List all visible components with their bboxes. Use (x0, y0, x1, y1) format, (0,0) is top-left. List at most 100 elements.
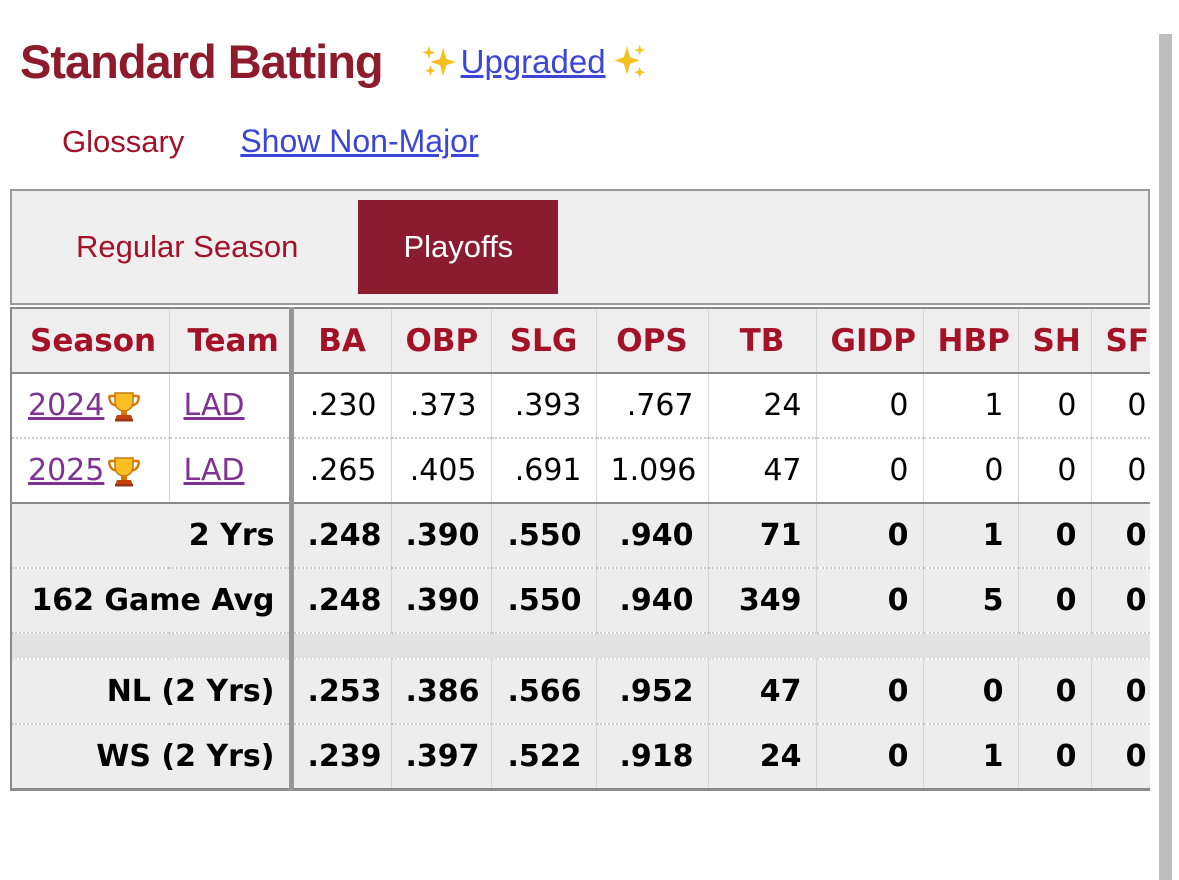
tab-playoffs[interactable]: Playoffs (358, 200, 559, 294)
hbp-cell: 0 (923, 437, 1019, 503)
sh-cell: 0 (1018, 723, 1092, 789)
tb-cell: 24 (708, 723, 817, 789)
slg-cell: .550 (491, 502, 597, 568)
tb-cell: 349 (708, 567, 817, 633)
ba-cell: .265 (291, 437, 392, 503)
ops-cell: 1.096 (596, 437, 709, 503)
col-header-season[interactable]: Season (11, 308, 170, 374)
ba-cell: .248 (291, 567, 392, 633)
hbp-cell: 1 (923, 723, 1019, 789)
page-header: Standard Batting Upgraded (20, 34, 1179, 89)
ops-cell: .940 (596, 567, 709, 633)
row-label: 2 Yrs (11, 502, 294, 568)
slg-cell: .522 (491, 723, 597, 789)
table-row-nl-split: NL (2 Yrs) .253 .386 .566 .952 47 0 0 0 … (11, 658, 1150, 724)
obp-cell: .405 (391, 437, 492, 503)
obp-cell: .386 (391, 658, 492, 724)
sf-cell: 0 (1091, 658, 1150, 724)
table-row-2025: 2025 LAD .265 .405 .691 1.096 47 (11, 437, 1150, 503)
obp-cell: .390 (391, 502, 492, 568)
gidp-cell: 0 (816, 373, 924, 438)
gidp-cell: 0 (816, 502, 924, 568)
table-header-row: Season Team BA OBP SLG OPS TB GIDP HBP S… (11, 308, 1150, 374)
table-row-ws-split: WS (2 Yrs) .239 .397 .522 .918 24 0 1 0 … (11, 723, 1150, 789)
row-label: WS (2 Yrs) (11, 723, 294, 789)
season-link[interactable]: 2025 (28, 453, 105, 488)
team-cell: LAD (169, 437, 294, 503)
sparkles-icon (421, 45, 456, 76)
glossary-label[interactable]: Glossary (62, 124, 185, 159)
upgraded-badge: Upgraded (421, 43, 646, 81)
ops-cell: .952 (596, 658, 709, 724)
col-header-sf[interactable]: SF (1091, 308, 1150, 374)
season-cell: 2024 (11, 373, 170, 438)
sh-cell: 0 (1018, 437, 1092, 503)
row-label: 162 Game Avg (11, 567, 294, 633)
tb-cell: 71 (708, 502, 817, 568)
slg-cell: .393 (491, 373, 597, 438)
col-header-obp[interactable]: OBP (391, 308, 492, 374)
standard-batting-table-wrapper: Season Team BA OBP SLG OPS TB GIDP HBP S… (10, 307, 1150, 791)
gidp-cell: 0 (816, 567, 924, 633)
col-header-hbp[interactable]: HBP (923, 308, 1019, 374)
hbp-cell: 0 (923, 658, 1019, 724)
ba-cell: .253 (291, 658, 392, 724)
hbp-cell: 1 (923, 502, 1019, 568)
sf-cell: 0 (1091, 502, 1150, 568)
hbp-cell: 5 (923, 567, 1019, 633)
upgraded-link[interactable]: Upgraded (460, 42, 606, 80)
trophy-icon (108, 391, 141, 421)
gidp-cell: 0 (816, 658, 924, 724)
ops-cell: .918 (596, 723, 709, 789)
col-header-gidp[interactable]: GIDP (816, 308, 924, 374)
season-link[interactable]: 2024 (28, 388, 105, 423)
hbp-cell: 1 (923, 373, 1019, 438)
vertical-scrollbar-track[interactable] (1155, 34, 1177, 880)
sf-cell: 0 (1091, 723, 1150, 789)
team-link[interactable]: LAD (183, 453, 245, 488)
col-header-team[interactable]: Team (169, 308, 294, 374)
col-header-ba[interactable]: BA (291, 308, 392, 374)
gidp-cell: 0 (816, 723, 924, 789)
team-cell: LAD (169, 373, 294, 438)
tb-cell: 47 (708, 437, 817, 503)
page-title: Standard Batting (20, 35, 384, 88)
sh-cell: 0 (1018, 502, 1092, 568)
season-cell: 2025 (11, 437, 170, 503)
col-header-slg[interactable]: SLG (491, 308, 597, 374)
team-link[interactable]: LAD (183, 388, 245, 423)
ops-cell: .767 (596, 373, 709, 438)
ba-cell: .248 (291, 502, 392, 568)
show-non-major-link[interactable]: Show Non-Major (240, 123, 479, 159)
table-row-2024: 2024 LAD .230 .373 .393 .767 24 (11, 373, 1150, 438)
slg-cell: .691 (491, 437, 597, 503)
col-header-sh[interactable]: SH (1018, 308, 1092, 374)
vertical-scrollbar-thumb[interactable] (1159, 34, 1172, 880)
slg-cell: .550 (491, 567, 597, 633)
obp-cell: .390 (391, 567, 492, 633)
ba-cell: .230 (291, 373, 392, 438)
obp-cell: .397 (391, 723, 492, 789)
sf-cell: 0 (1091, 567, 1150, 633)
gidp-cell: 0 (816, 437, 924, 503)
sf-cell: 0 (1091, 373, 1150, 438)
table-row-career-totals: 2 Yrs .248 .390 .550 .940 71 0 1 0 0 (11, 502, 1150, 568)
col-header-tb[interactable]: TB (708, 308, 817, 374)
sparkles-icon (613, 44, 645, 78)
sh-cell: 0 (1018, 373, 1092, 438)
tb-cell: 47 (708, 658, 817, 724)
season-type-tabbar: Regular Season Playoffs (10, 189, 1150, 305)
table-row-162-game-avg: 162 Game Avg .248 .390 .550 .940 349 0 5… (11, 567, 1150, 633)
trophy-icon (108, 456, 141, 486)
col-header-ops[interactable]: OPS (596, 308, 709, 374)
tb-cell: 24 (708, 373, 817, 438)
slg-cell: .566 (491, 658, 597, 724)
sub-header: Glossary Show Non-Major (62, 123, 1179, 160)
ba-cell: .239 (291, 723, 392, 789)
sh-cell: 0 (1018, 658, 1092, 724)
sf-cell: 0 (1091, 437, 1150, 503)
sh-cell: 0 (1018, 567, 1092, 633)
standard-batting-table: Season Team BA OBP SLG OPS TB GIDP HBP S… (10, 307, 1150, 791)
tab-regular-season[interactable]: Regular Season (76, 229, 299, 264)
ops-cell: .940 (596, 502, 709, 568)
